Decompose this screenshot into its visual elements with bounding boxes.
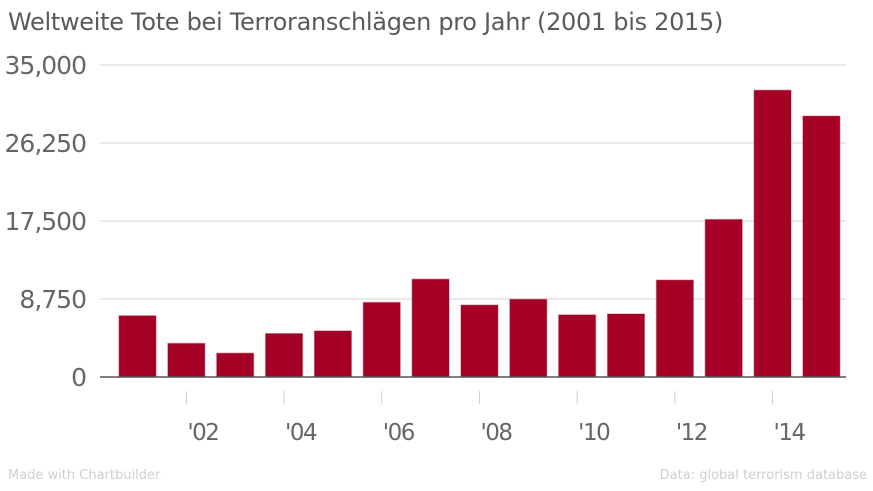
x-tick-label: '04	[285, 420, 317, 446]
bar-2007	[411, 278, 450, 378]
y-tick-label: 0	[71, 363, 86, 392]
bar-2002	[167, 342, 206, 378]
x-tick-label: '10	[578, 420, 610, 446]
y-tick-label: 35,000	[5, 51, 87, 80]
data-source: Data: global terrorism database	[659, 468, 867, 483]
y-tick-label: 17,500	[5, 207, 87, 236]
x-tick-label: '14	[774, 420, 806, 446]
bar-2011	[606, 313, 646, 378]
x-tick-label: '12	[676, 420, 707, 446]
chart-title: Weltweite Tote bei Terroranschlägen pro …	[8, 8, 724, 36]
bar-2006	[362, 301, 401, 378]
y-tick-label: 26,250	[5, 129, 87, 158]
y-tick-label: 8,750	[19, 285, 86, 314]
x-tick-label: '02	[187, 420, 218, 446]
bar-2003	[216, 352, 255, 378]
chartbuilder-credit: Made with Chartbuilder	[8, 468, 161, 483]
bar-2004	[264, 333, 304, 378]
bar-2009	[509, 298, 548, 378]
bar-2005	[313, 330, 352, 378]
bar-2001	[118, 315, 157, 378]
x-tick-label: '06	[383, 420, 415, 446]
bar-2010	[558, 314, 597, 378]
x-tick-label: '08	[480, 420, 512, 446]
bar-2008	[460, 304, 499, 378]
bar-2013	[704, 218, 743, 378]
bar-2012	[655, 279, 694, 378]
bar-2014	[753, 89, 792, 378]
bar-2015	[802, 115, 841, 378]
